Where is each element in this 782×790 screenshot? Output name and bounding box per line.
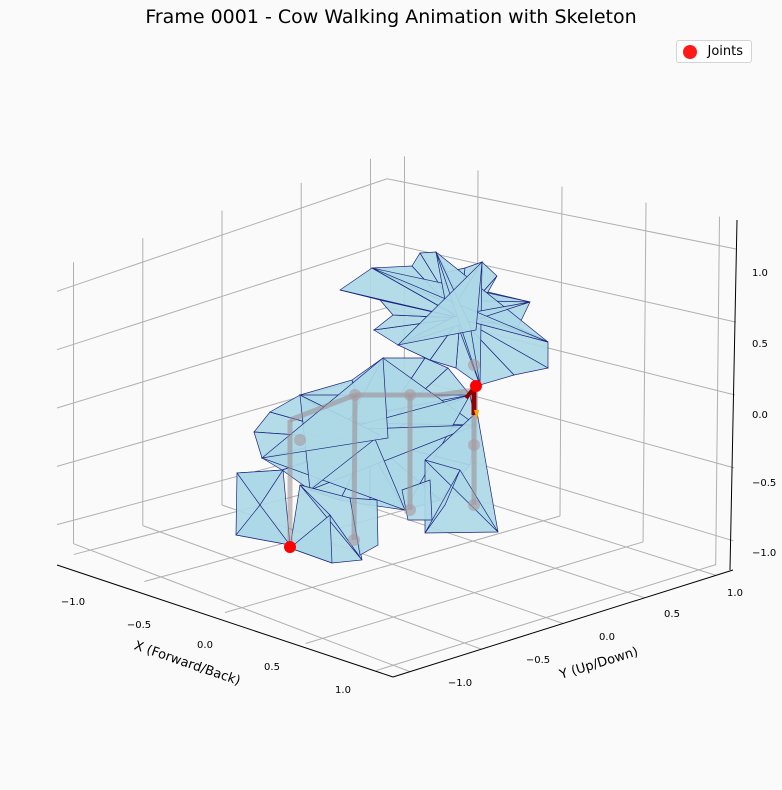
tick-label: 0.0 [752, 410, 768, 421]
tick-label: 1.0 [752, 268, 768, 279]
skeleton-joint [349, 389, 361, 401]
mesh-face [236, 469, 284, 506]
tick-label: 1.0 [335, 685, 351, 696]
skeleton [284, 359, 482, 553]
skeleton-joint [468, 359, 480, 371]
mesh-face [424, 469, 461, 534]
skeleton-joint [294, 434, 306, 446]
skeleton-bone [351, 394, 358, 541]
mesh-face [424, 459, 499, 533]
tick-label: 0.5 [264, 662, 280, 673]
grid-line [56, 178, 737, 292]
tick-label: 0.5 [664, 609, 680, 620]
tick-label: −0.5 [127, 620, 151, 631]
x-axis-label: X (Forward/Back) [132, 638, 242, 688]
cow-mesh [235, 251, 549, 564]
tick-label: 1.0 [727, 588, 743, 599]
chart-title: Frame 0001 - Cow Walking Animation with … [145, 6, 637, 28]
skeleton-joint [284, 541, 296, 553]
legend-joint-marker [683, 44, 698, 59]
mesh-face [289, 514, 333, 564]
skeleton-joint [468, 439, 480, 451]
skeleton-joint [404, 504, 416, 516]
legend: Joints [676, 40, 752, 63]
grid-line [559, 186, 563, 517]
mesh-face [235, 504, 291, 546]
mesh-face [339, 289, 461, 319]
tick-labels: −1.0 −0.5 0.0 0.5 1.0 −1.0 −0.5 0.0 0.5 1.0 −1.0 −0… [61, 268, 776, 696]
grid-line [642, 202, 647, 542]
skeleton-joint [348, 534, 360, 546]
skeleton-joint [470, 380, 482, 392]
tick-label: 0.0 [197, 640, 213, 651]
skeleton-joint [404, 389, 416, 401]
tick-label: −0.5 [526, 655, 550, 666]
skeleton-bone [289, 392, 356, 423]
tick-label: −0.5 [752, 478, 776, 489]
tick-label: 0.5 [752, 339, 768, 350]
grid-line [376, 564, 716, 672]
tick-label: 0.0 [599, 632, 615, 643]
grid-line [305, 541, 644, 644]
tick-label: −1.0 [752, 548, 776, 559]
legend-label-joints: Joints [707, 44, 743, 59]
y-axis-label: Y (Up/Down) [557, 645, 640, 683]
skeleton-bone [439, 387, 475, 398]
mesh-face [299, 484, 363, 561]
mesh-face [396, 261, 483, 346]
grid-line [715, 216, 720, 565]
grid-line [56, 242, 736, 351]
z-axis-line [729, 219, 738, 571]
y-axis-line [392, 569, 734, 678]
tick-label: −1.0 [448, 678, 472, 689]
skeleton-joint [468, 499, 480, 511]
x-axis-line [56, 564, 394, 678]
tick-label: −1.0 [61, 597, 85, 608]
skeleton-marker [474, 410, 479, 420]
axes-lines [56, 219, 738, 678]
